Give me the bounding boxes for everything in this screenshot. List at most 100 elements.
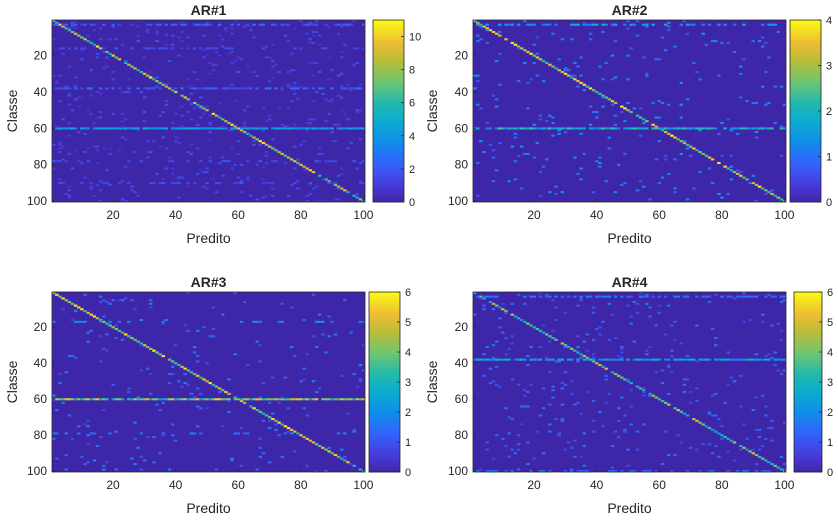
x-tick-label: 60	[232, 208, 246, 222]
colorbar-segment	[373, 54, 404, 58]
colorbar-segment	[790, 167, 821, 172]
heatmap-cell	[114, 398, 119, 401]
heatmap-cell	[98, 87, 103, 90]
heatmap-cell	[355, 196, 360, 199]
heatmap-cell	[180, 23, 184, 26]
heatmap-cell	[504, 445, 508, 448]
x-tick-label: 20	[106, 208, 120, 222]
heatmap-cell	[760, 313, 765, 316]
heatmap-cell	[339, 50, 344, 54]
heatmap-cell	[208, 127, 212, 130]
heatmap-cell	[230, 129, 234, 132]
heatmap-cell	[538, 414, 543, 417]
heatmap-cell	[554, 67, 558, 70]
heatmap-cell	[538, 329, 543, 332]
heatmap-cell	[95, 161, 100, 165]
heatmap-cell	[692, 23, 696, 26]
heatmap-cell	[563, 67, 568, 70]
heatmap-cell	[573, 439, 577, 442]
heatmap-cell	[554, 185, 558, 188]
heatmap-cell	[494, 295, 499, 298]
heatmap-cell	[570, 470, 574, 473]
heatmap-cell	[192, 87, 197, 90]
heatmap-cell	[177, 364, 181, 367]
heatmap-cell	[58, 181, 62, 185]
heatmap-cell	[286, 194, 291, 197]
heatmap-cell	[355, 167, 360, 170]
heatmap-cell	[308, 121, 313, 125]
heatmap-cell	[554, 295, 558, 298]
heatmap-cell	[305, 167, 309, 170]
heatmap-cell	[523, 127, 527, 130]
heatmap-cell	[770, 23, 774, 26]
heatmap-cell	[136, 396, 140, 399]
heatmap-cell	[258, 398, 263, 401]
heatmap-cell	[601, 78, 605, 81]
heatmap-cell	[152, 461, 156, 464]
heatmap-cell	[582, 470, 586, 473]
heatmap-cell	[576, 65, 580, 68]
heatmap-cell	[339, 398, 344, 401]
heatmap-cell	[476, 295, 480, 298]
heatmap-cell	[726, 118, 730, 121]
heatmap-cell	[529, 78, 533, 81]
heatmap-cell	[208, 72, 212, 75]
colorbar-segment	[369, 362, 400, 366]
heatmap-cell	[199, 376, 203, 379]
heatmap-cell	[607, 302, 612, 305]
heatmap-cell	[620, 358, 624, 361]
heatmap-cell	[58, 141, 62, 145]
heatmap-cell	[482, 374, 486, 377]
heatmap-cell	[648, 394, 652, 397]
heatmap-cell	[579, 56, 583, 59]
colorbar	[790, 20, 821, 203]
heatmap-cell	[488, 295, 493, 298]
colorbar-segment	[373, 96, 404, 101]
heatmap-cell	[654, 371, 658, 374]
colorbar-segment	[794, 460, 822, 464]
colorbar-segment	[790, 116, 821, 120]
heatmap-cell	[623, 378, 627, 381]
heatmap-cell	[230, 457, 234, 460]
heatmap-cell	[701, 358, 705, 361]
heatmap-cell	[626, 358, 630, 361]
heatmap-cell	[180, 398, 184, 401]
heatmap-cell	[186, 160, 191, 163]
heatmap-cell	[120, 180, 125, 183]
colorbar-segment	[794, 353, 822, 358]
heatmap-cell	[205, 181, 209, 185]
heatmap-cell	[358, 468, 363, 471]
heatmap-cell	[58, 382, 62, 385]
heatmap-cell	[158, 181, 162, 185]
heatmap-cell	[311, 34, 316, 37]
heatmap-cell	[289, 100, 294, 103]
colorbar-segment	[369, 314, 400, 318]
heatmap-cell	[205, 109, 209, 112]
heatmap-cell	[688, 154, 693, 157]
heatmap-cell	[333, 123, 338, 126]
heatmap-cell	[120, 112, 125, 115]
heatmap-cell	[80, 455, 84, 458]
heatmap-cell	[579, 74, 583, 77]
colorbar-segment	[794, 398, 822, 403]
heatmap-cell	[67, 414, 72, 417]
heatmap-cell	[535, 430, 540, 433]
heatmap-cell	[757, 455, 762, 458]
colorbar-segment	[373, 51, 404, 55]
heatmap-cell	[510, 335, 514, 338]
heatmap-cell	[507, 358, 511, 361]
heatmap-cell	[685, 295, 690, 298]
heatmap-cell	[667, 25, 671, 28]
heatmap-cell	[485, 27, 489, 30]
heatmap-cell	[130, 127, 134, 130]
heatmap-cell	[239, 181, 244, 185]
heatmap-cell	[739, 72, 743, 75]
heatmap-cell	[352, 430, 356, 433]
heatmap-cell	[221, 156, 225, 159]
colorbar-segment	[794, 418, 822, 422]
heatmap-cell	[339, 72, 344, 75]
heatmap-cell	[242, 121, 247, 125]
heatmap-cell	[513, 178, 518, 181]
heatmap-cell	[217, 387, 222, 390]
colorbar-tick-label: 2	[409, 164, 415, 176]
